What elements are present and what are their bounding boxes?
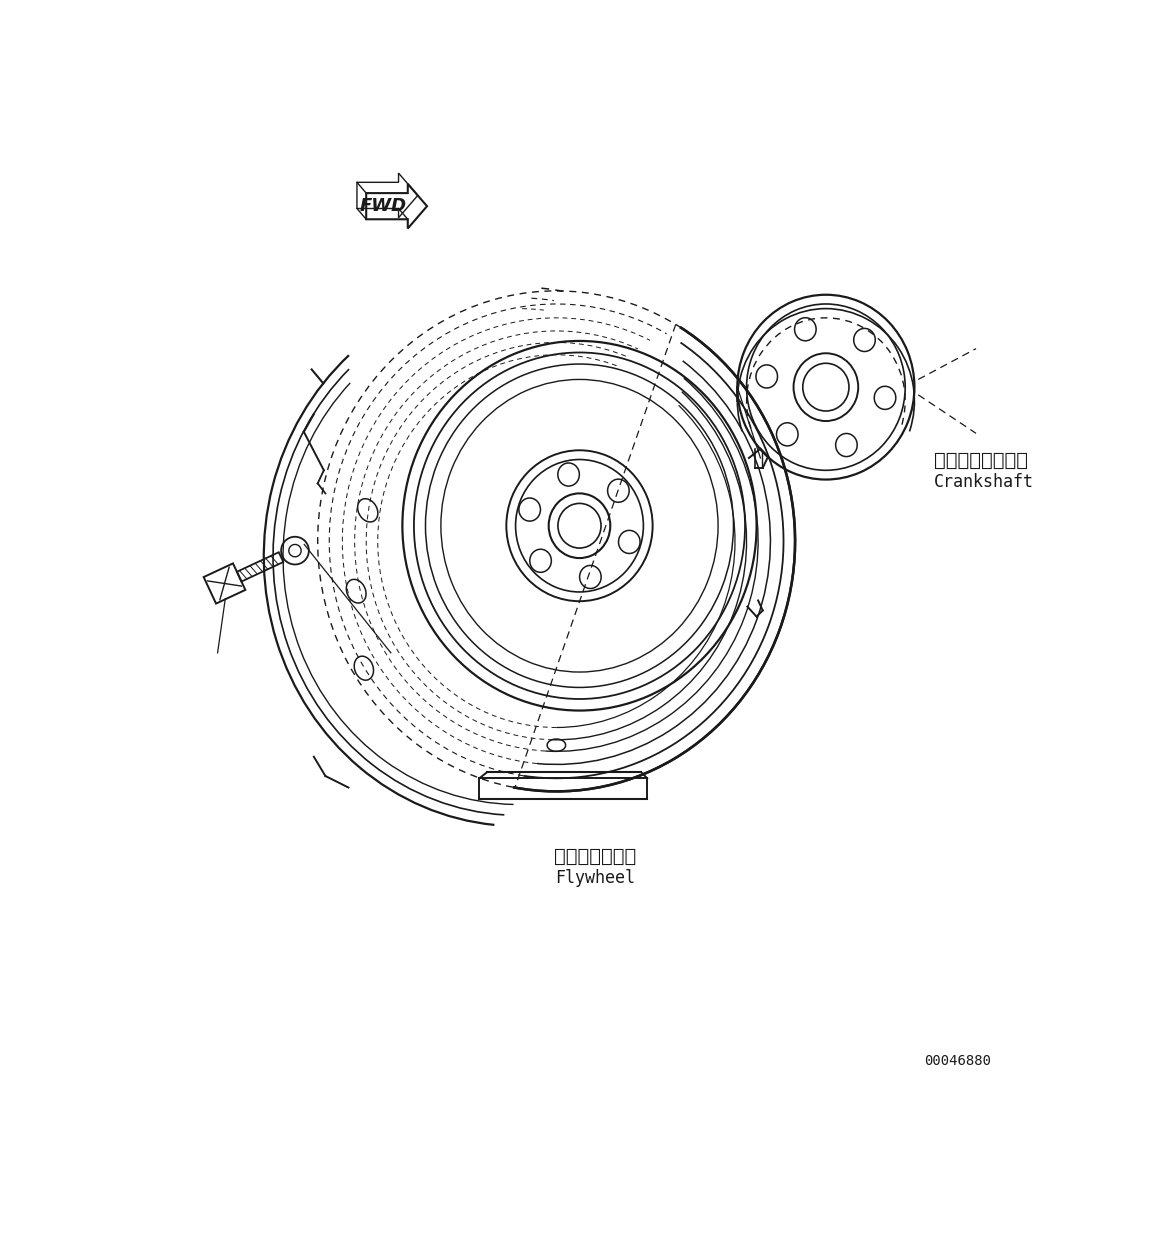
Text: Flywheel: Flywheel: [555, 870, 635, 887]
Text: 00046880: 00046880: [925, 1054, 991, 1068]
Text: クランクシャフト: クランクシャフト: [934, 450, 1028, 470]
Text: フライホイール: フライホイール: [554, 847, 636, 866]
Text: Crankshaft: Crankshaft: [934, 473, 1034, 491]
Text: FWD: FWD: [359, 197, 407, 215]
